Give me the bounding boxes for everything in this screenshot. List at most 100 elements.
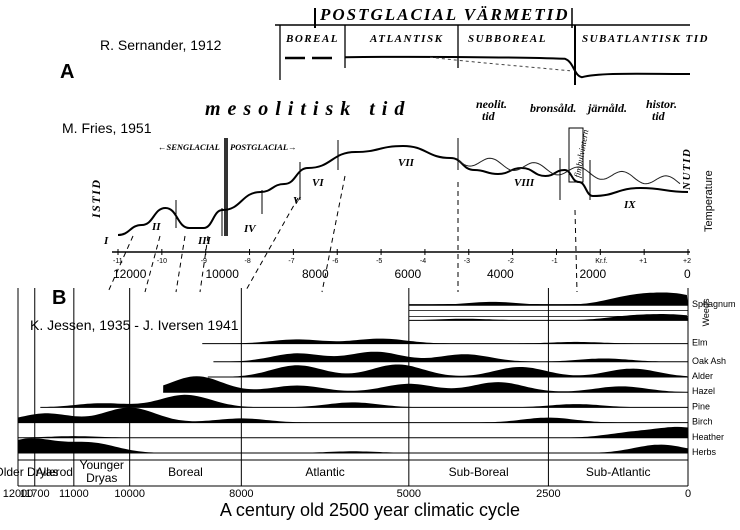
pollen-zone-label: IV <box>243 223 257 235</box>
series-label: Pine <box>692 401 710 411</box>
upper-tick-label: -4 <box>420 258 426 265</box>
lower-tick-label: 0 <box>684 267 691 281</box>
upper-tick-label: -9 <box>201 258 207 265</box>
sernander-curve <box>344 55 691 79</box>
period-label: Younger Dryas <box>80 458 124 485</box>
fimbulvinter-box <box>568 127 584 183</box>
upper-tick-label: -1 <box>551 258 557 265</box>
sernander-period-label: BOREAL <box>285 33 339 45</box>
upper-tick-label: -7 <box>288 258 294 265</box>
period-label: Boreal <box>168 465 203 479</box>
lower-tick-label: 8000 <box>302 267 329 281</box>
series-label: Hazel <box>692 386 715 396</box>
pollen-zone-label: VIII <box>514 177 535 189</box>
temperature-axis-label: Temperature <box>703 170 715 232</box>
period-label: Sub-Atlantic <box>586 465 651 479</box>
glacial-boundary-bar <box>224 138 228 236</box>
pollen-zone-label: III <box>197 235 212 247</box>
series-label: Sphagnum <box>692 299 736 309</box>
series-area <box>207 364 689 377</box>
series-area <box>18 426 688 438</box>
series-label: Weeds <box>701 298 711 326</box>
correlation-dash <box>144 235 161 293</box>
period-label: Older Dryas <box>0 465 58 479</box>
correlation-dash <box>244 197 299 293</box>
pollen-x-tick-label: 2500 <box>536 488 560 500</box>
lower-tick-label: 4000 <box>487 267 514 281</box>
upper-tick-label: +1 <box>639 258 647 265</box>
era-label-right: neolit. tid <box>476 97 507 123</box>
lower-tick-label: 2000 <box>580 267 607 281</box>
correlation-dash <box>321 175 346 293</box>
sernander-period-label: SUBBOREAL <box>468 33 547 45</box>
fries-panel: M. Fries, 1951 mesolitisk tid neolit. tid br… <box>62 97 715 293</box>
upper-tick-label: Kr.f. <box>595 258 608 265</box>
pollen-zone-label: II <box>151 221 161 233</box>
senglacial-label: ←SENGLACIAL <box>158 142 220 152</box>
series-area <box>40 394 689 408</box>
sernander-dotted-curve <box>429 56 571 72</box>
period-label: Sub-Boreal <box>449 465 509 479</box>
pollen-zone-label: VII <box>398 157 415 169</box>
series-area <box>18 438 688 453</box>
series-label: Alder <box>692 371 713 381</box>
series-area <box>18 407 688 423</box>
series-area <box>213 351 688 362</box>
pollen-zone-label: VI <box>312 177 324 189</box>
upper-tick-label: -11 <box>113 258 123 265</box>
sernander-author: R. Sernander, 1912 <box>100 37 222 53</box>
era-label-right: bronsåld. <box>530 101 576 115</box>
pollen-zone-label: I <box>103 235 109 247</box>
upper-tick-label: -6 <box>332 258 338 265</box>
series-label: Birch <box>692 417 713 427</box>
series-area <box>202 338 688 344</box>
sernander-period-label: SUBATLANTISK TID <box>582 33 709 45</box>
pollen-zone-label: V <box>293 195 302 207</box>
era-label-right: histor. tid <box>646 97 677 123</box>
series-area <box>163 376 688 393</box>
fries-temperature-curve <box>117 144 689 236</box>
lower-tick-label: 6000 <box>395 267 422 281</box>
period-label: Allerod <box>36 465 73 479</box>
upper-tick-label: +2 <box>683 258 691 265</box>
upper-tick-label: -3 <box>464 258 470 265</box>
pollen-x-tick-label: 8000 <box>229 488 253 500</box>
upper-tick-label: -5 <box>376 258 382 265</box>
correlation-dash <box>199 235 209 293</box>
pollen-x-tick-label: 12000 <box>3 488 34 500</box>
correlation-dash <box>574 209 578 293</box>
series-label: Heather <box>692 432 724 442</box>
upper-tick-label: -2 <box>508 258 514 265</box>
upper-tick-label: -10 <box>157 258 167 265</box>
figure-caption: A century old 2500 year climatic cycle <box>219 500 521 520</box>
pollen-author: K. Jessen, 1935 - J. Iversen 1941 <box>30 317 239 333</box>
pollen-zone-label: IX <box>623 199 636 211</box>
period-label: Atlantic <box>305 465 344 479</box>
era-label-right: järnåld. <box>586 101 627 115</box>
pollen-x-tick-label: 11000 <box>59 488 89 500</box>
pollen-x-tick-label: 10000 <box>114 488 145 500</box>
upper-tick-label: -8 <box>245 258 251 265</box>
correlation-dash <box>107 235 134 293</box>
nutid-label: NUTID <box>681 148 693 191</box>
correlation-dash <box>175 235 186 293</box>
postglacial-label: POSTGLACIAL→ <box>230 142 297 152</box>
pollen-x-tick-label: 5000 <box>397 488 421 500</box>
sernander-panel: R. Sernander, 1912 A POSTGLACIAL VÄRMETID B… <box>60 5 709 85</box>
series-area <box>408 314 688 321</box>
lower-tick-label: 12000 <box>113 267 147 281</box>
sernander-title: POSTGLACIAL VÄRMETID <box>319 5 570 24</box>
istid-label: ISTID <box>89 178 103 219</box>
series-label: Elm <box>692 338 708 348</box>
fries-author: M. Fries, 1951 <box>62 120 152 136</box>
panel-letter-b: B <box>52 287 66 309</box>
series-area <box>408 292 688 306</box>
lower-tick-label: 10000 <box>206 267 240 281</box>
series-label: Oak Ash <box>692 356 726 366</box>
pollen-x-tick-label: 11700 <box>20 488 50 500</box>
era-label: mesolitisk tid <box>205 98 411 120</box>
pollen-diagram-panel: B K. Jessen, 1935 - J. Iversen 1941 Sphagn… <box>0 287 736 500</box>
pollen-x-tick-label: 0 <box>685 488 691 500</box>
series-label: Herbs <box>692 447 717 457</box>
panel-letter-a: A <box>60 61 74 83</box>
